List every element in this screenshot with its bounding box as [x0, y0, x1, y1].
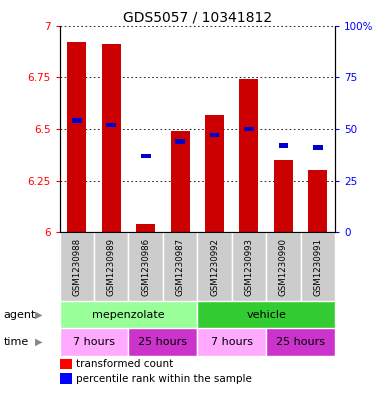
Bar	[244, 127, 254, 131]
Bar	[210, 133, 219, 138]
Title: GDS5057 / 10341812: GDS5057 / 10341812	[123, 10, 272, 24]
Bar	[278, 143, 288, 148]
Bar	[274, 160, 293, 232]
Bar	[60, 232, 94, 301]
Text: GSM1230988: GSM1230988	[72, 238, 81, 296]
Bar	[197, 232, 232, 301]
Bar	[60, 358, 72, 369]
Bar	[94, 232, 129, 301]
Text: GSM1230992: GSM1230992	[210, 238, 219, 296]
Text: ▶: ▶	[35, 310, 42, 320]
Bar	[266, 232, 301, 301]
Text: 25 hours: 25 hours	[138, 337, 187, 347]
Bar	[175, 139, 185, 144]
Text: ▶: ▶	[35, 337, 42, 347]
Bar	[239, 79, 258, 232]
Text: 25 hours: 25 hours	[276, 337, 325, 347]
Bar	[308, 171, 327, 232]
Bar	[313, 145, 323, 150]
Bar	[232, 232, 266, 301]
Text: GSM1230989: GSM1230989	[107, 238, 116, 296]
Bar	[107, 123, 116, 127]
Bar	[163, 232, 197, 301]
Bar	[205, 114, 224, 232]
Bar	[129, 232, 163, 301]
Bar	[60, 373, 72, 384]
Bar	[72, 118, 82, 123]
Bar	[301, 232, 335, 301]
Bar	[197, 329, 266, 356]
Text: GSM1230986: GSM1230986	[141, 238, 150, 296]
Bar	[171, 131, 189, 232]
Text: time: time	[4, 337, 29, 347]
Text: GSM1230993: GSM1230993	[244, 238, 253, 296]
Text: 7 hours: 7 hours	[211, 337, 253, 347]
Text: percentile rank within the sample: percentile rank within the sample	[76, 374, 252, 384]
Bar	[67, 42, 86, 232]
Text: vehicle: vehicle	[246, 310, 286, 320]
Bar	[197, 301, 335, 329]
Text: agent: agent	[4, 310, 36, 320]
Bar	[141, 154, 151, 158]
Bar	[266, 329, 335, 356]
Bar	[102, 44, 121, 232]
Text: GSM1230990: GSM1230990	[279, 238, 288, 296]
Text: GSM1230987: GSM1230987	[176, 238, 185, 296]
Bar	[129, 329, 197, 356]
Text: mepenzolate: mepenzolate	[92, 310, 165, 320]
Text: 7 hours: 7 hours	[73, 337, 115, 347]
Text: GSM1230991: GSM1230991	[313, 238, 322, 296]
Bar	[60, 301, 197, 329]
Bar	[60, 329, 129, 356]
Bar	[136, 224, 155, 232]
Text: transformed count: transformed count	[76, 359, 173, 369]
